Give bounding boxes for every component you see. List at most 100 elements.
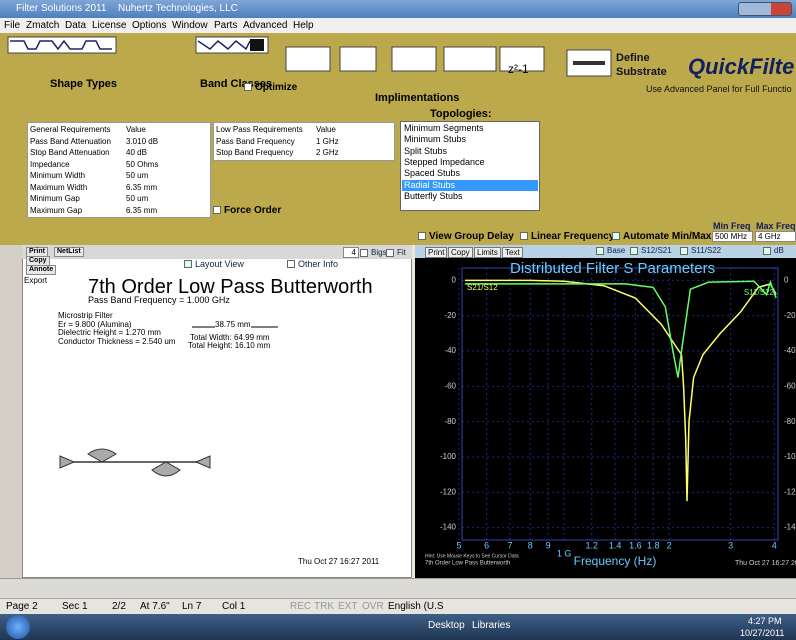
toolbar-icons — [7, 36, 612, 77]
impl-icon-5[interactable] — [499, 46, 545, 72]
table-cell: Pass Band Frequency — [216, 136, 295, 146]
table-cell[interactable]: 40 dB — [126, 148, 147, 157]
status-item: English (U.S — [388, 601, 444, 612]
table-cell[interactable]: 2 GHz — [316, 148, 339, 157]
status-item: EXT — [338, 601, 358, 612]
topology-item[interactable]: Spaced Stubs — [404, 168, 461, 179]
advanced-hint: Use Advanced Panel for Full Functio — [646, 84, 792, 94]
checkbox[interactable] — [287, 260, 295, 268]
graph-button[interactable]: Print — [425, 247, 448, 258]
checkbox[interactable] — [763, 247, 771, 255]
y-tick-label: -60 — [444, 381, 456, 390]
topology-item[interactable]: Radial Stubs — [402, 179, 538, 191]
status-item: Page 2 — [6, 601, 38, 612]
graph-button[interactable]: Limits — [474, 247, 501, 258]
option-label: Automate Min/Max — [623, 231, 712, 242]
checkbox[interactable] — [680, 247, 688, 255]
total-height: Total Height: 16.10 mm — [188, 341, 271, 350]
z-transform[interactable]: z²-1 — [508, 62, 529, 76]
table-cell[interactable]: 3.010 dB — [126, 136, 159, 146]
x-tick-label: 1.8 — [647, 540, 660, 550]
graph-panel — [415, 245, 796, 578]
checkbox[interactable] — [596, 247, 604, 255]
radial-stub — [194, 455, 211, 469]
panel-button[interactable]: NetList — [54, 247, 84, 257]
toggle-label: Bigs — [371, 248, 387, 257]
menu-item[interactable]: File — [4, 20, 21, 31]
checkbox[interactable] — [386, 249, 394, 257]
toolbar-label: Band Classes — [200, 78, 273, 90]
impl-icon-3[interactable] — [391, 46, 437, 72]
max-freq-field[interactable]: 4 GHz — [755, 231, 796, 242]
window-buttons[interactable] — [738, 2, 792, 16]
checkbox[interactable] — [612, 232, 620, 240]
checkbox[interactable] — [244, 83, 252, 91]
checkbox[interactable] — [630, 247, 638, 255]
menu-item[interactable]: Parts — [214, 20, 238, 31]
menu-item[interactable]: Advanced — [243, 20, 288, 31]
panel-button[interactable]: Annote — [26, 265, 57, 275]
topology-item[interactable]: Split Stubs — [404, 145, 448, 156]
table-cell[interactable]: 50 Ohms — [126, 159, 159, 169]
y-tick-label: -20 — [444, 311, 456, 320]
topology-item[interactable]: Minimum Stubs — [404, 134, 467, 145]
radial-stub — [87, 448, 117, 463]
y-tick-label: -140 — [440, 523, 457, 532]
shape-icons[interactable] — [7, 36, 117, 54]
option-label: View Group Delay — [429, 231, 514, 242]
menu-item[interactable]: Zmatch — [26, 20, 60, 31]
substrate-glyph — [573, 61, 605, 65]
impl-icon-1[interactable] — [285, 46, 331, 72]
menu-item[interactable]: License — [92, 20, 127, 31]
checkbox[interactable] — [520, 232, 528, 240]
impl-icon-2[interactable] — [339, 46, 377, 72]
checkbox[interactable] — [184, 260, 192, 268]
word-toolbar — [0, 578, 796, 598]
table-cell[interactable]: 6.35 mm — [126, 182, 158, 192]
table-cell[interactable]: 1 GHz — [316, 136, 339, 146]
menu-item[interactable]: Window — [172, 20, 208, 31]
topology-item[interactable]: Stepped Impedance — [404, 156, 485, 167]
checkbox[interactable] — [418, 232, 426, 240]
y-tick-label: -60 — [784, 381, 796, 390]
taskbar-item[interactable]: Desktop — [428, 620, 465, 631]
menu-item[interactable]: Help — [293, 20, 314, 31]
menu-item[interactable]: Data — [65, 20, 87, 31]
topology-item[interactable]: Butterfly Stubs — [404, 190, 463, 201]
x-tick-label: 4 — [772, 540, 777, 550]
band-glyphs — [197, 39, 251, 51]
status-item: Ln 7 — [182, 601, 202, 612]
x-axis-label: Frequency (Hz) — [574, 554, 657, 568]
table-cell[interactable]: 50 um — [126, 171, 149, 180]
start-button[interactable] — [6, 615, 30, 639]
graph-button[interactable]: Copy — [448, 247, 473, 258]
min-freq-field[interactable]: 500 MHz — [712, 231, 753, 242]
graph-button[interactable]: Text — [502, 247, 523, 258]
taskbar-item[interactable]: Libraries — [472, 620, 511, 631]
field-label: Max Freq — [756, 221, 796, 231]
table-header: General Requirements — [30, 125, 111, 134]
shape-glyphs — [10, 39, 112, 51]
topology-item[interactable]: Minimum Segments — [404, 123, 484, 133]
topology-list — [400, 121, 540, 211]
plot: 0 0 -20 -20 -40 -40 -60 -60 -80 -80 -100 -100 -120 -1… — [425, 267, 796, 568]
field-label: Min Freq — [713, 221, 751, 231]
table-cell[interactable]: 6.35 mm — [126, 205, 158, 215]
table-cell[interactable]: 50 um — [126, 194, 149, 203]
radial-stub — [151, 461, 181, 477]
clock-date: 10/27/2011 — [740, 628, 785, 638]
bigs-field[interactable]: 4 — [343, 247, 359, 258]
impl-icon-4[interactable] — [443, 46, 497, 72]
menu-item[interactable]: Options — [132, 20, 167, 31]
force-order-label: Force Order — [224, 205, 282, 216]
y-tick-label: -80 — [444, 417, 456, 426]
checkbox[interactable] — [213, 206, 221, 214]
table-cell: Minimum Gap — [30, 194, 80, 203]
radial-stub — [59, 455, 76, 469]
legend-entry: S21/S12 — [467, 283, 498, 292]
band-icon-dark — [250, 39, 264, 51]
checkbox[interactable] — [360, 249, 368, 257]
status-item: Col 1 — [222, 601, 246, 612]
plot-frame — [461, 267, 779, 541]
panel-button[interactable]: Export — [24, 276, 48, 285]
